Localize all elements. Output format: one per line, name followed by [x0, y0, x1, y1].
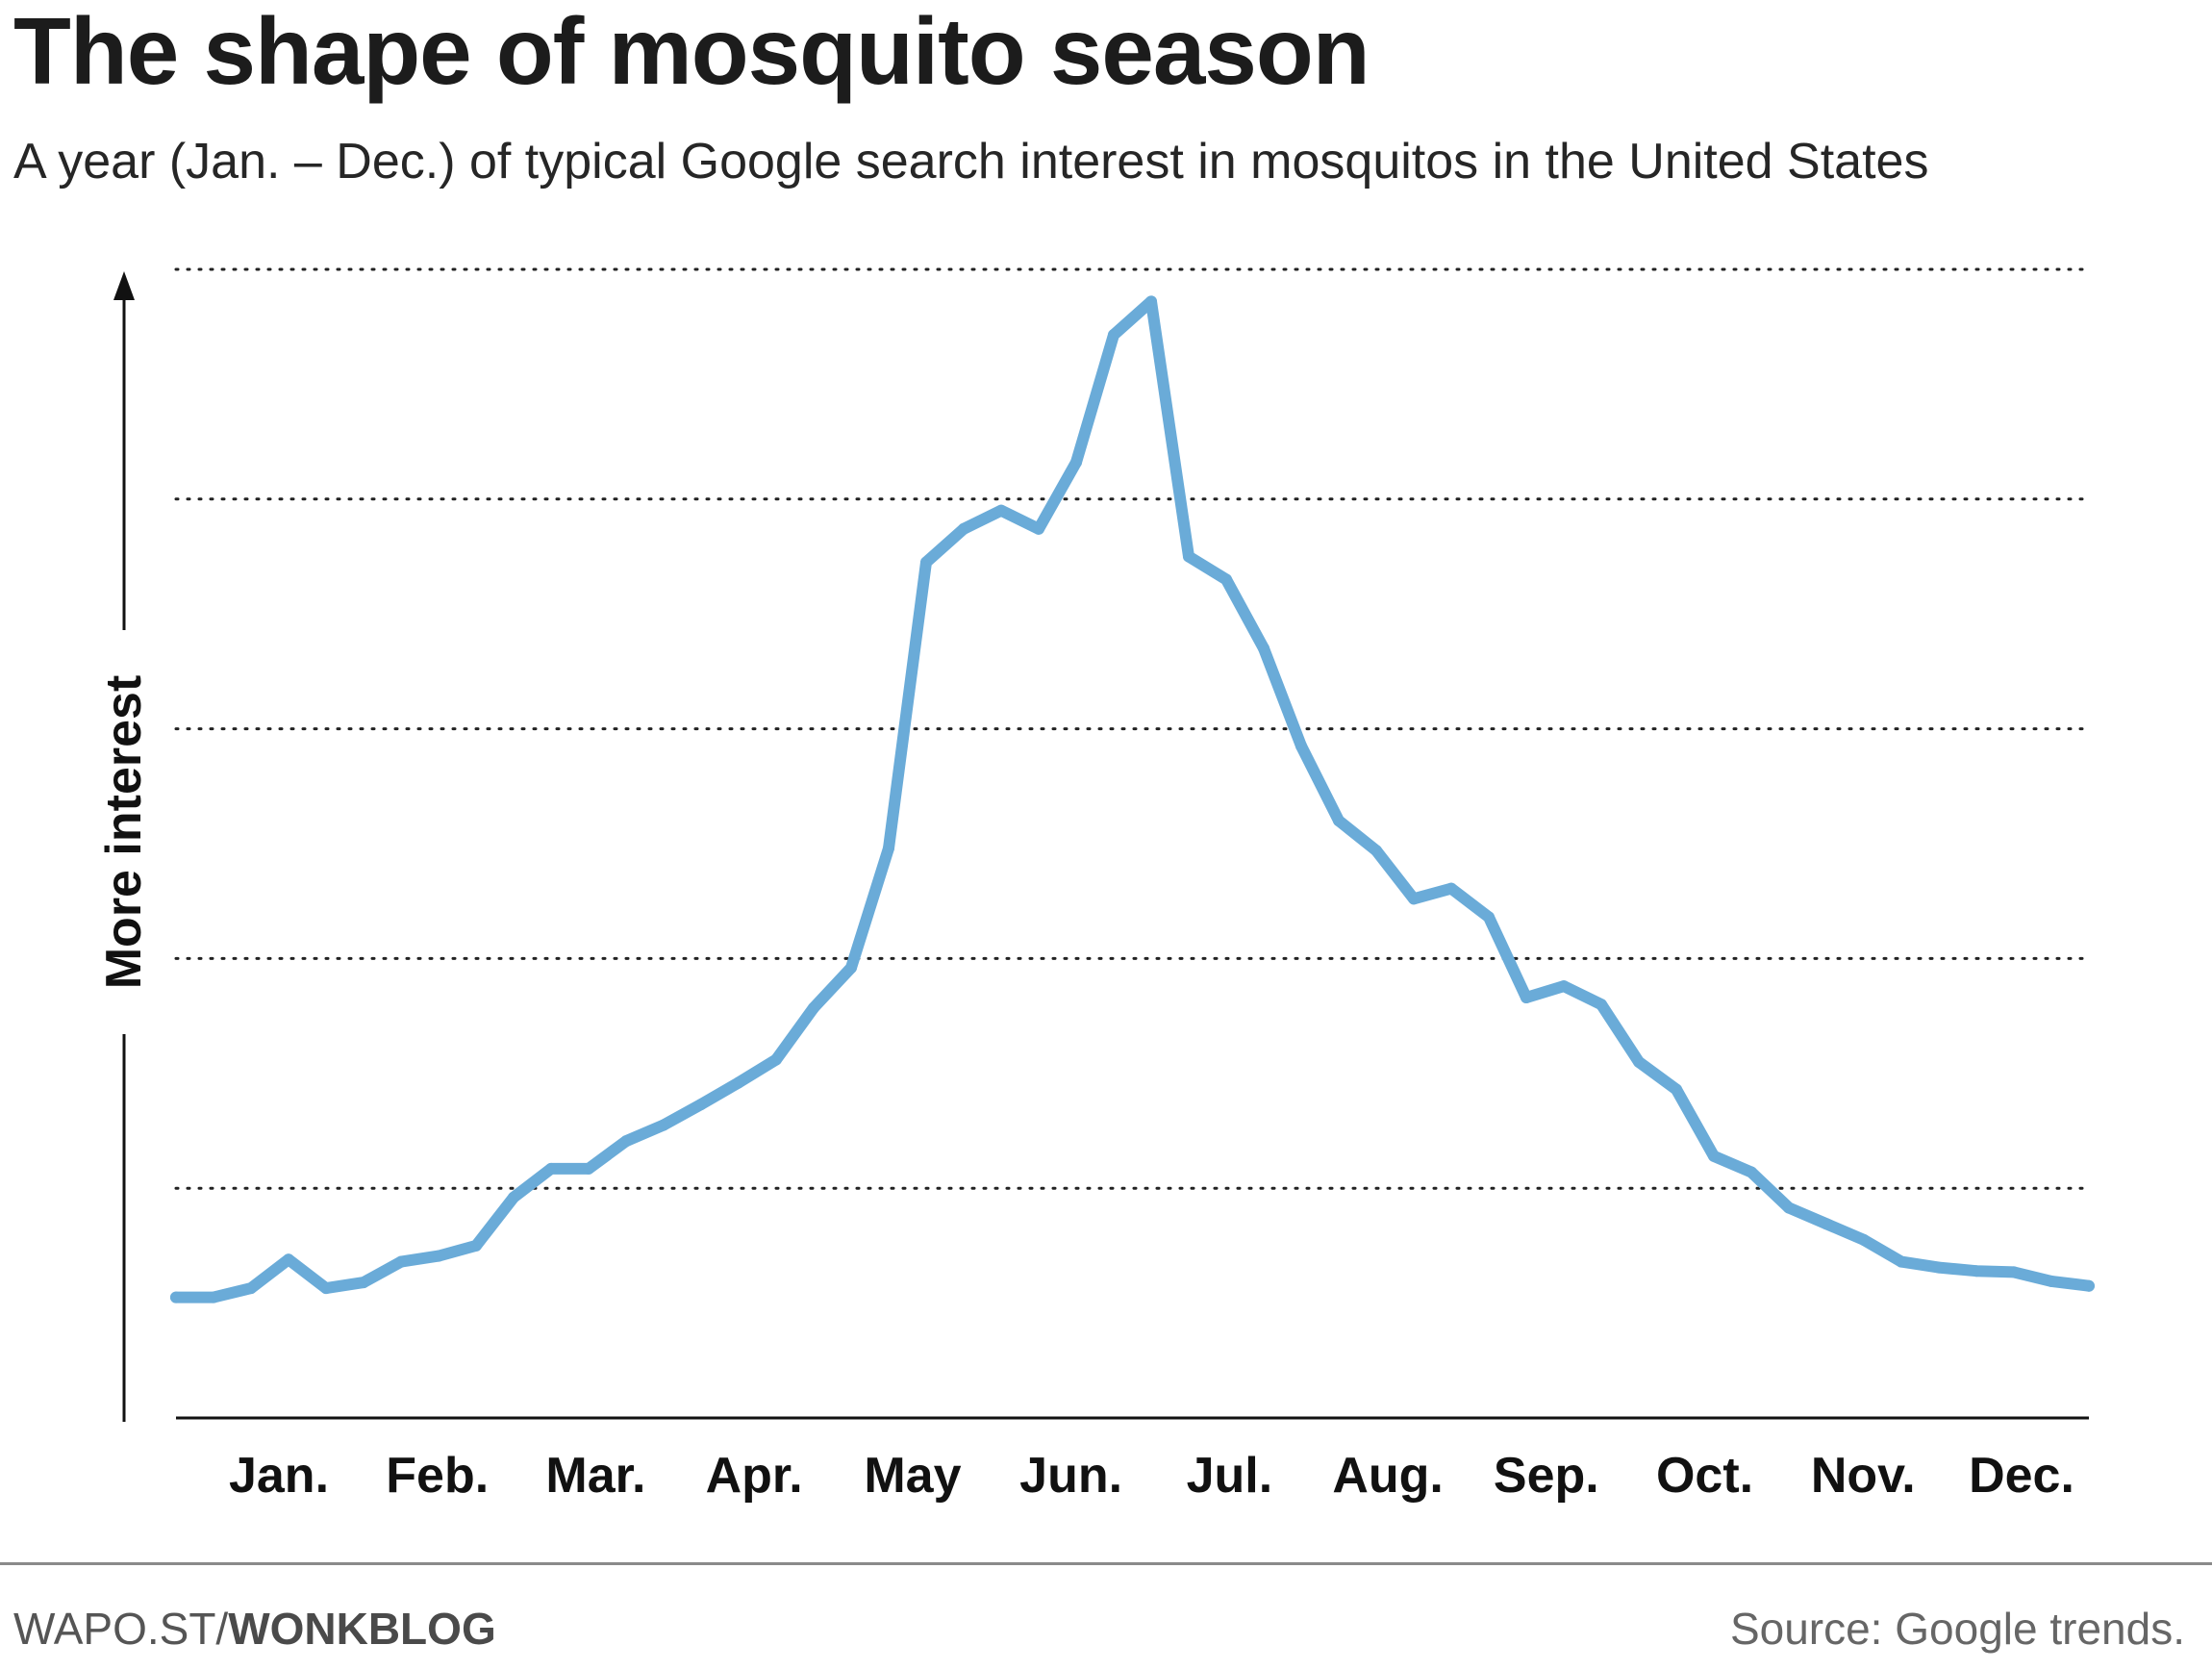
data-point	[770, 1053, 782, 1066]
data-point	[395, 1255, 407, 1268]
data-point	[958, 522, 969, 535]
x-tick-label: Sep.	[1494, 1448, 1599, 1504]
data-point	[883, 842, 894, 854]
data-point	[1370, 845, 1382, 857]
data-point	[620, 1135, 632, 1148]
data-point	[1783, 1202, 1795, 1214]
data-point	[1220, 573, 1232, 586]
data-point	[1971, 1265, 1982, 1278]
data-point	[1145, 295, 1157, 308]
credit-brand: WONKBLOG	[228, 1604, 496, 1654]
data-point	[808, 1001, 819, 1014]
data-point	[170, 1291, 182, 1303]
data-point	[1708, 1150, 1720, 1162]
data-point	[920, 556, 932, 569]
x-tick-label: Nov.	[1811, 1448, 1916, 1504]
x-tick-label: Jan.	[229, 1448, 329, 1504]
data-point	[658, 1119, 669, 1131]
data-point	[1070, 456, 1082, 468]
data-point	[433, 1250, 444, 1262]
series-layer	[170, 295, 2095, 1303]
data-point	[695, 1099, 707, 1110]
series-line	[170, 295, 2095, 1303]
footer-credit: WAPO.ST/WONKBLOG	[13, 1603, 496, 1655]
data-point	[1558, 980, 1570, 993]
data-point	[1858, 1233, 1870, 1246]
chart-title: The shape of mosquito season	[13, 0, 1370, 104]
x-tick-label: May	[864, 1448, 961, 1504]
y-axis-arrow	[113, 271, 135, 1422]
data-point	[508, 1191, 519, 1203]
data-point	[545, 1162, 557, 1175]
line-chart: More interest Jan. Feb. Mar. Apr. May Jun. Jul…	[96, 267, 2095, 1504]
gridlines	[174, 267, 2091, 1190]
y-axis-label: More interest	[96, 675, 152, 990]
data-point	[1896, 1255, 1907, 1268]
data-point	[1295, 740, 1307, 752]
x-tick-label: Apr.	[706, 1448, 803, 1504]
data-point	[1633, 1055, 1645, 1068]
x-tick-label: Oct.	[1656, 1448, 1753, 1504]
credit-prefix: WAPO.ST/	[13, 1604, 229, 1654]
y-axis-arrowhead	[113, 271, 135, 300]
x-tick-labels: Jan. Feb. Mar. Apr. May Jun. Jul. Aug. Sep. Oct. N…	[229, 1448, 2074, 1504]
data-point	[1183, 550, 1194, 563]
x-tick-label: Dec.	[1969, 1448, 2074, 1504]
data-point	[733, 1076, 744, 1089]
x-tick-label: Mar.	[545, 1448, 645, 1504]
x-tick-label: Jun.	[1019, 1448, 1122, 1504]
data-point	[2046, 1275, 2057, 1287]
data-point	[2008, 1266, 2020, 1278]
data-point	[1258, 643, 1269, 654]
data-point	[2083, 1279, 2095, 1292]
data-point	[208, 1291, 219, 1303]
data-point	[1108, 329, 1119, 342]
x-tick-label: Jul.	[1187, 1448, 1273, 1504]
chart-subtitle: A year (Jan. – Dec.) of typical Google s…	[13, 134, 1929, 190]
footer-source: Source: Google trends.	[1729, 1604, 2185, 1654]
data-point	[1033, 522, 1044, 535]
footer-divider	[0, 1562, 2212, 1565]
data-point	[1596, 999, 1607, 1011]
data-point	[1746, 1166, 1757, 1178]
data-point	[995, 504, 1007, 517]
data-point	[320, 1282, 332, 1295]
data-point	[1821, 1218, 1832, 1230]
x-tick-label: Aug.	[1332, 1448, 1444, 1504]
data-point	[1671, 1083, 1682, 1096]
data-point	[1333, 815, 1345, 827]
data-point	[583, 1162, 594, 1175]
data-point	[245, 1282, 257, 1295]
data-point	[283, 1253, 294, 1266]
data-point	[845, 962, 857, 974]
data-point	[470, 1239, 482, 1252]
data-point	[1521, 992, 1532, 1003]
data-point	[358, 1277, 369, 1289]
data-point	[1483, 911, 1495, 924]
x-tick-label: Feb.	[386, 1448, 489, 1504]
data-point	[1445, 882, 1457, 895]
data-point	[1933, 1261, 1945, 1274]
data-point	[1408, 893, 1420, 905]
